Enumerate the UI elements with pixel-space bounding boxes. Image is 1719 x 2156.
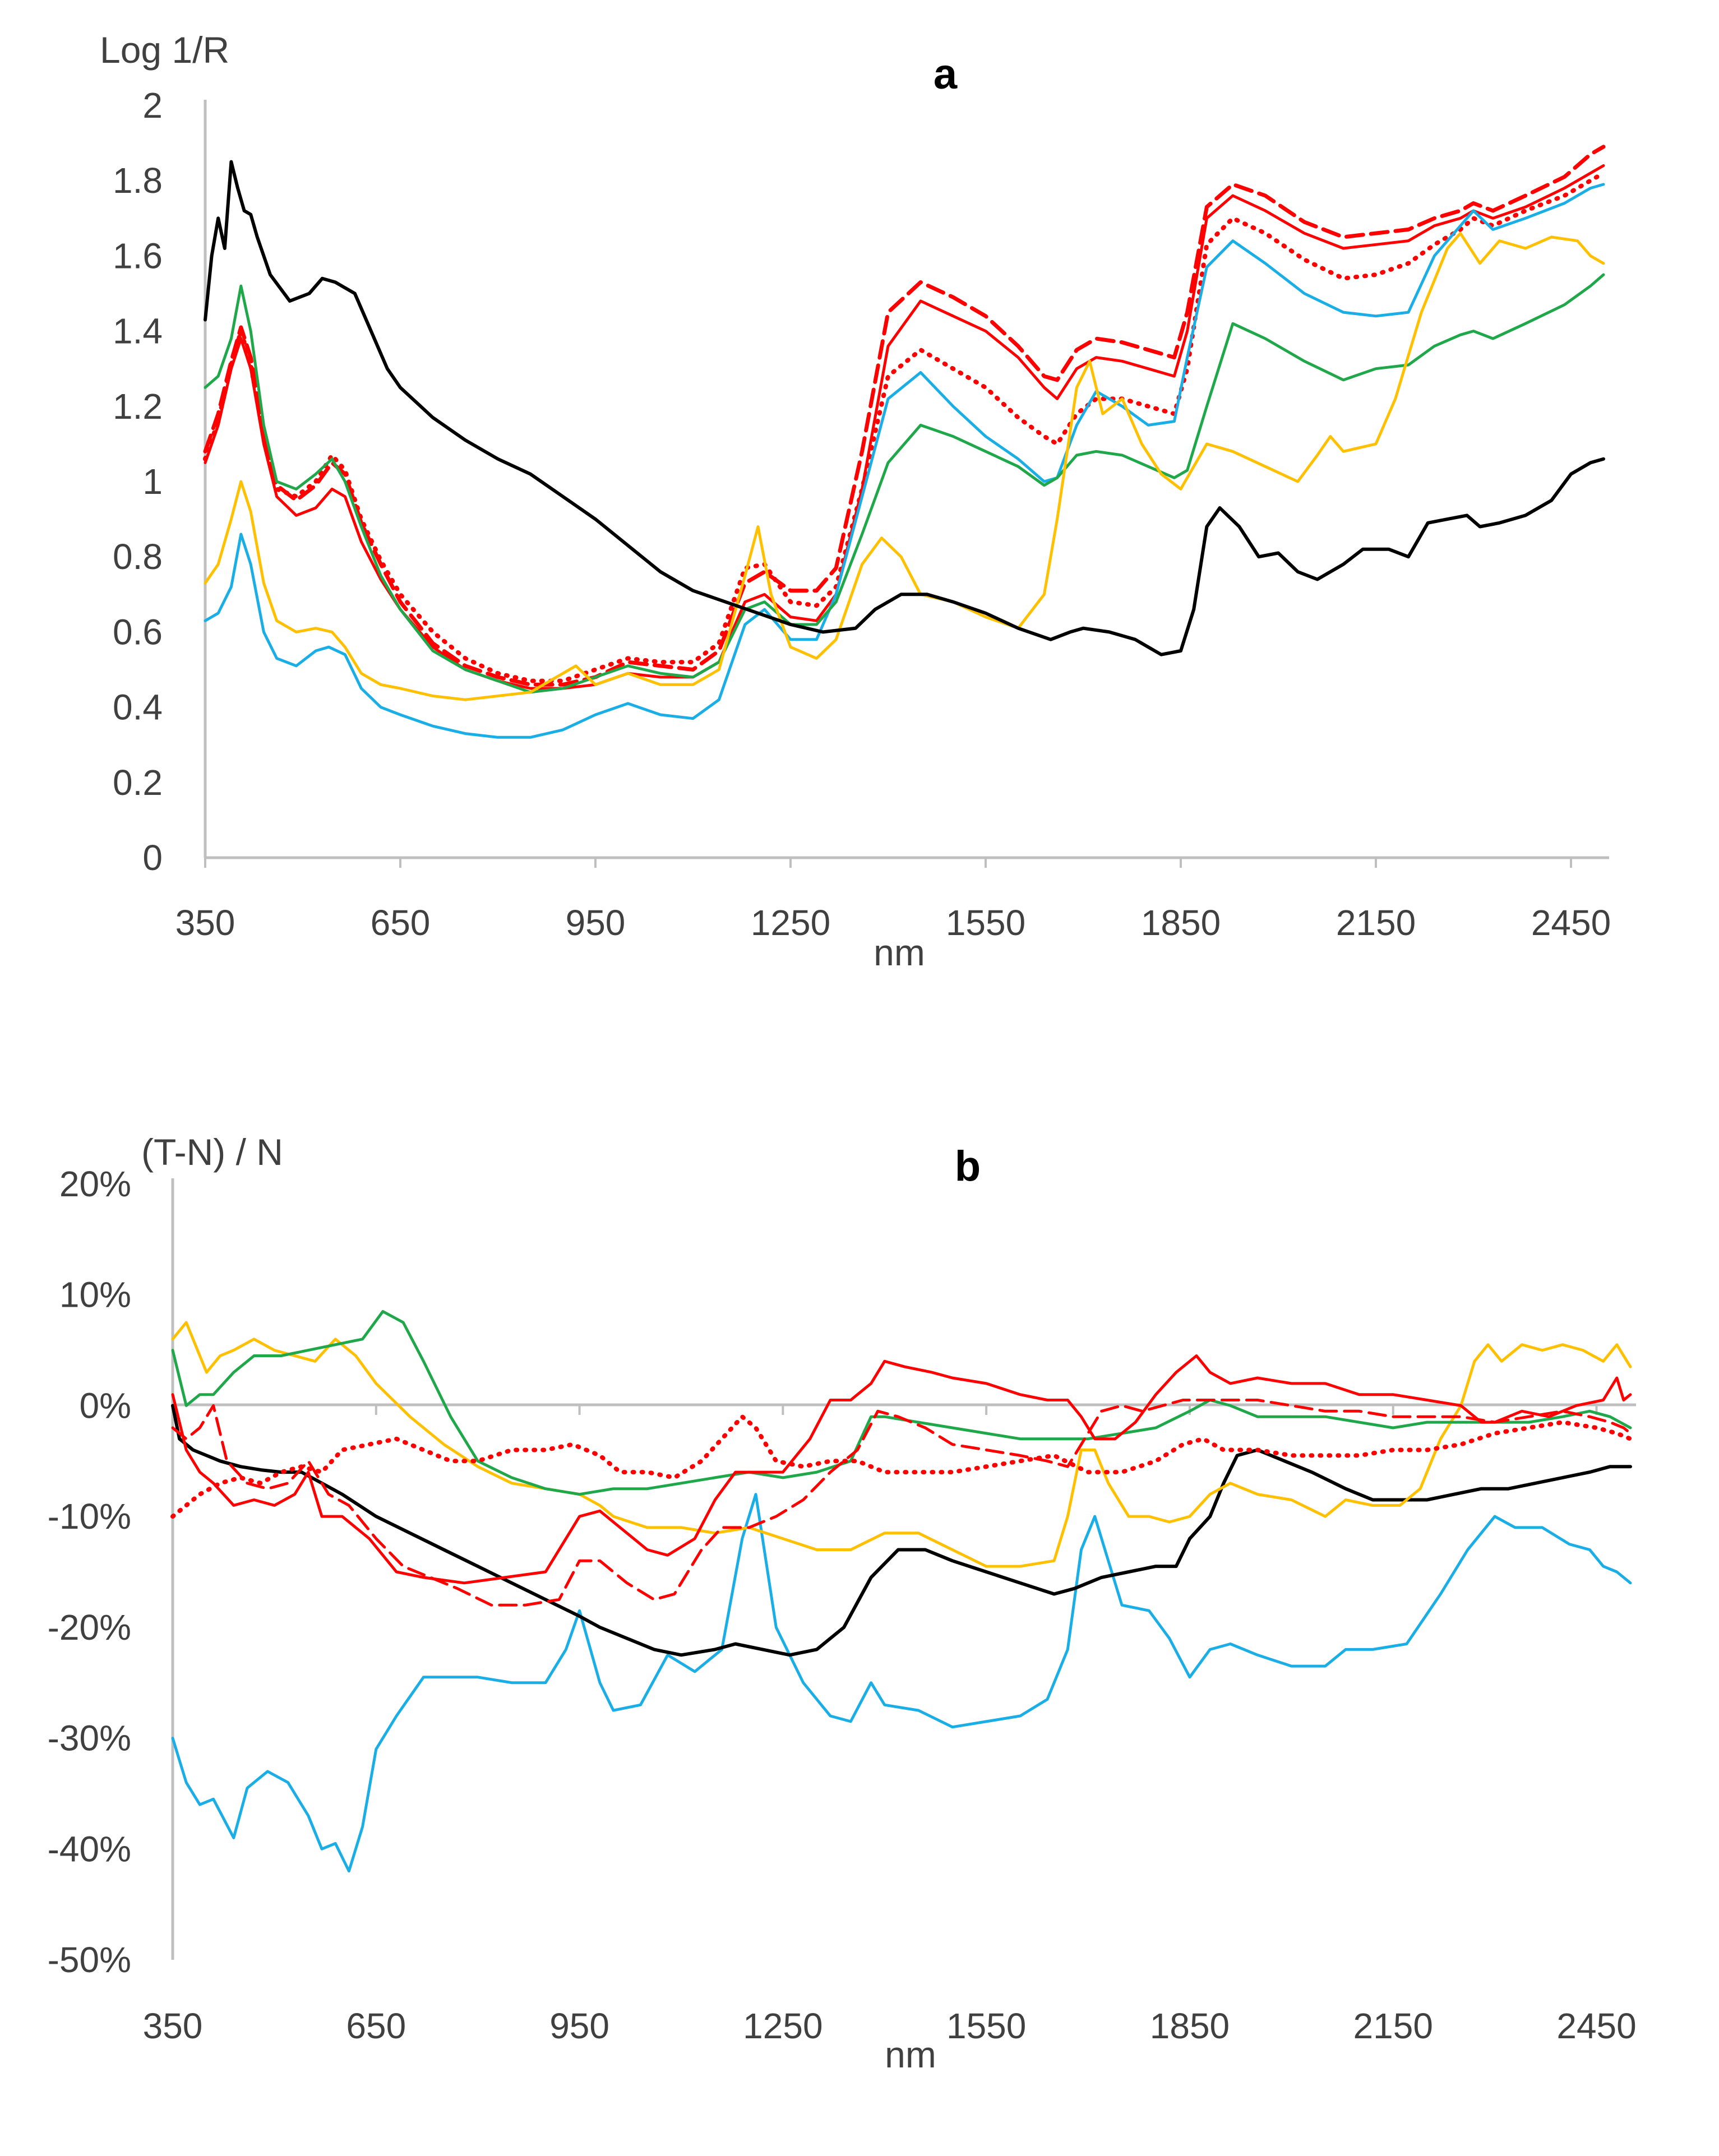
chart-a-series-dermis-line — [204, 273, 1605, 694]
chart-b-series-mst-line — [171, 1399, 1632, 1607]
chart-b-y-tick-label: -10% — [48, 1496, 131, 1537]
chart-a-y-tick-label: 1 — [142, 461, 163, 502]
chart-b-x-tick-label: 2150 — [1353, 2006, 1433, 2046]
chart-b-x-tick-label: 1850 — [1150, 2006, 1230, 2046]
chart-b-ylabel: (T-N) / N — [141, 1131, 283, 1173]
chart-a-x-tick-label: 1550 — [946, 903, 1025, 943]
chart-b-series-thymus-line — [171, 1493, 1632, 1873]
chart-b-plot-area — [170, 1310, 1633, 1873]
chart-a-y-tick-label: 1.8 — [113, 160, 163, 201]
chart-a-x-tick-label: 1250 — [751, 903, 830, 943]
chart-b-x-tick-label: 950 — [549, 2006, 609, 2046]
chart-a-x-tick-label: 1850 — [1141, 903, 1221, 943]
chart-a-plot-area — [203, 145, 1606, 739]
chart-a-x-tick-label: 650 — [371, 903, 431, 943]
chart-a-xlabel: nm — [874, 932, 925, 973]
chart-a-y-tick-label: 0.2 — [113, 762, 163, 803]
chart-a-title: a — [934, 50, 958, 98]
chart-a-y-tick-label: 1.6 — [113, 235, 163, 276]
chart-a-series-thymus-line — [204, 183, 1605, 739]
chart-a-y-tick-label: 0 — [142, 838, 163, 878]
chart-a-y-tick-label: 0.6 — [113, 612, 163, 652]
chart-a-x-tick-label: 350 — [175, 903, 235, 943]
chart-a-x-tick-label: 2450 — [1531, 903, 1611, 943]
chart-a-y-tick-label: 2 — [142, 85, 163, 126]
chart-b-y-tick-label: 10% — [59, 1275, 131, 1315]
chart-b-y-tick-label: 20% — [59, 1164, 131, 1204]
chart-b-x-tick-label: 350 — [143, 2006, 203, 2046]
chart-panel-b: b (T-N) / N nm 350 650 950 1250 1550 1850 2150… — [48, 1131, 1637, 2075]
chart-a-ylabel: Log 1/R — [100, 29, 229, 71]
chart-b-x-tick-label: 1550 — [946, 2006, 1026, 2046]
chart-a-y-tick-label: 0.8 — [113, 536, 163, 577]
chart-b-xlabel: nm — [885, 2034, 936, 2075]
chart-b-y-tick-label: -20% — [48, 1607, 131, 1648]
chart-a-y-tick-label: 1.4 — [113, 311, 163, 351]
chart-b-series-dermis-line — [171, 1310, 1632, 1496]
chart-a-series-fat-line — [204, 232, 1605, 701]
chart-b-y-tick-label: -40% — [48, 1829, 131, 1869]
chart-b-series-msm-line — [170, 1414, 1633, 1519]
chart-b-series-mlt-line — [171, 1354, 1632, 1585]
chart-b-x-tick-label: 2450 — [1556, 2006, 1636, 2046]
chart-a-series-hair-line — [204, 160, 1605, 656]
chart-a-y-tick-label: 0.4 — [113, 687, 163, 728]
chart-a-x-tick-label: 2150 — [1336, 903, 1416, 943]
chart-b-x-tick-label: 650 — [346, 2006, 406, 2046]
chart-panel-a: a Log 1/R nm 350 650 950 1250 1550 1850 2150 24… — [100, 29, 1611, 973]
chart-b-series-hair-line — [171, 1404, 1632, 1657]
chart-b-y-tick-label: 0% — [80, 1385, 132, 1426]
chart-b-y-tick-label: -30% — [48, 1718, 131, 1759]
chart-a-x-tick-label: 950 — [566, 903, 626, 943]
chart-a-y-tick-label: 1.2 — [113, 386, 163, 427]
chart-b-x-tick-label: 1250 — [743, 2006, 822, 2046]
chart-b-y-tick-label: -50% — [48, 1940, 131, 1980]
chart-b-title: b — [955, 1142, 981, 1190]
chart-b-axes: 350 650 950 1250 1550 1850 2150 2450 -50% -40% -30… — [48, 1164, 1637, 2046]
chart-a-axes: 350 650 950 1250 1550 1850 2150 2450 0 0.2 0.4 0.6 0… — [113, 85, 1611, 943]
